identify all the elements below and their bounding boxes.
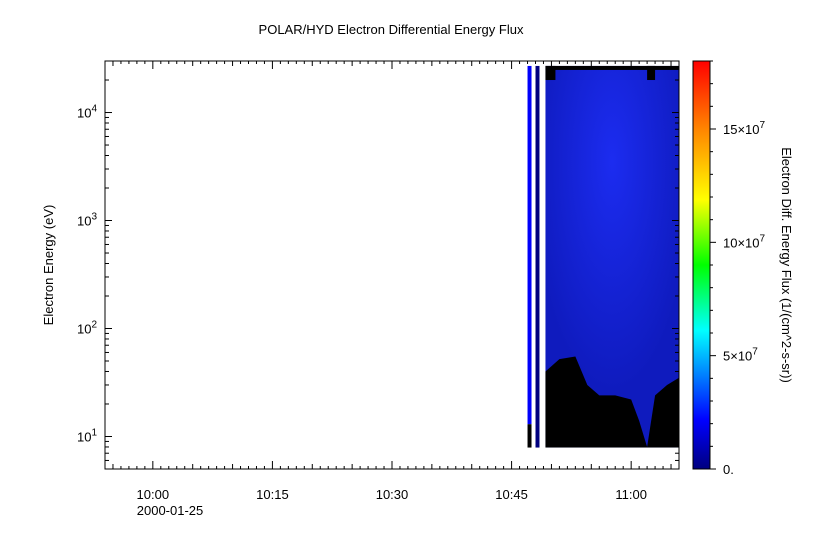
colorbar-tick-label: 0. xyxy=(723,462,734,477)
colorbar-label: Electron Diff. Energy Flux (1/(cm^2-s-sr… xyxy=(779,147,794,383)
x-axis: 10:00 10:15 10:30 10:45 11:00 xyxy=(104,61,680,502)
no-data-region xyxy=(545,65,679,70)
y-tick-label: 104 xyxy=(77,104,97,121)
colorbar-axis: 0. 5×107 10×107 15×107 xyxy=(710,60,766,477)
colorbar-tick-label: 15×107 xyxy=(723,120,766,137)
spectrogram-stripe-0 xyxy=(527,65,532,425)
high-energy-dropout xyxy=(545,65,556,81)
y-tick-label: 103 xyxy=(77,212,97,229)
chart-title: POLAR/HYD Electron Differential Energy F… xyxy=(259,22,524,37)
x-tick-label: 10:15 xyxy=(256,487,289,502)
low-energy-dropout xyxy=(545,356,679,448)
spectrogram-stripe-1 xyxy=(535,65,540,448)
y-axis: 101 102 103 104 xyxy=(77,60,679,470)
x-tick-label: 10:45 xyxy=(495,487,528,502)
no-data-region xyxy=(527,424,532,448)
colorbar-tick-label: 5×107 xyxy=(723,347,758,364)
x-date-label: 2000-01-25 xyxy=(137,503,204,518)
colorbar xyxy=(692,60,711,470)
x-tick-label: 10:00 xyxy=(137,487,170,502)
plot-area xyxy=(527,65,679,448)
y-tick-label: 102 xyxy=(77,320,97,337)
colorbar-tick-label: 10×107 xyxy=(723,233,766,250)
high-energy-dropout xyxy=(647,65,656,81)
x-tick-label: 10:30 xyxy=(376,487,409,502)
x-tick-label: 11:00 xyxy=(615,487,647,502)
y-tick-label: 101 xyxy=(77,427,97,444)
y-axis-label: Electron Energy (eV) xyxy=(41,205,56,326)
